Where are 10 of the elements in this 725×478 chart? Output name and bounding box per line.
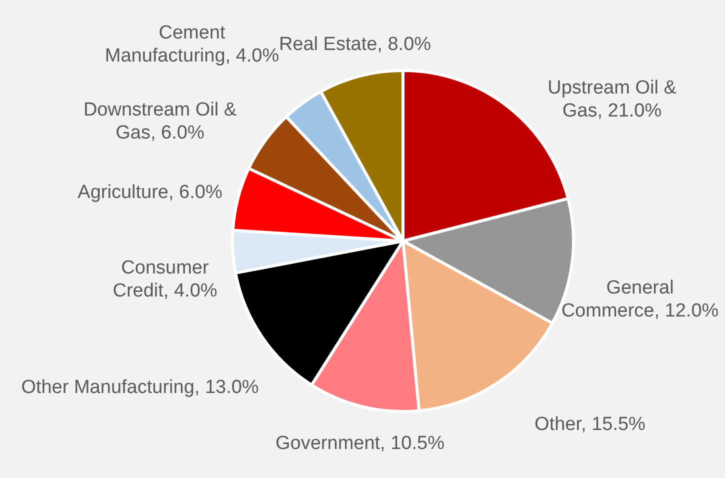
- slice-label: Government, 10.5%: [276, 433, 445, 454]
- slice-label: Cement Manufacturing, 4.0%: [104, 22, 280, 67]
- slice-label: Agriculture, 6.0%: [78, 182, 222, 204]
- slice-label: Upstream Oil & Gas, 21.0%: [548, 78, 677, 122]
- slice-label: General Commerce, 12.0%: [561, 278, 719, 322]
- slice-label: Other Manufacturing, 13.0%: [21, 377, 259, 398]
- slice-label: Downstream Oil & Gas, 6.0%: [83, 100, 237, 144]
- slice-label: Consumer Credit, 4.0%: [112, 258, 218, 302]
- slice-label: Other, 15.5%: [534, 414, 646, 436]
- slice-label: Real Estate, 8.0%: [278, 34, 432, 56]
